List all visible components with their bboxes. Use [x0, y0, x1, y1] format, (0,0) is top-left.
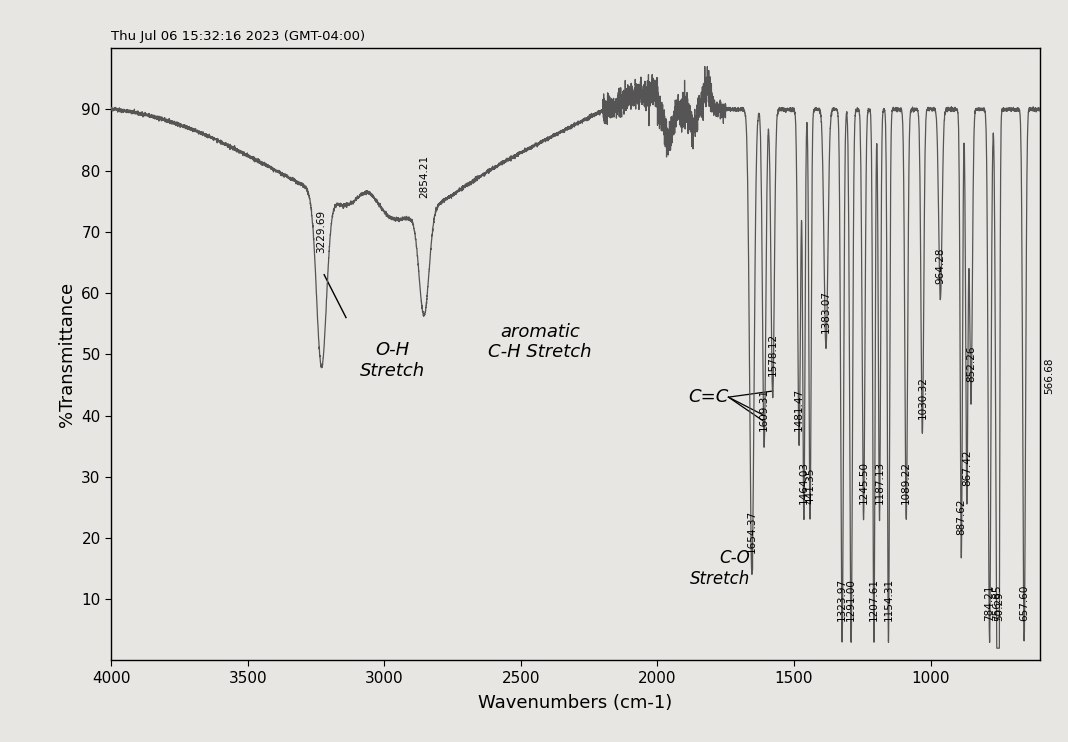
Text: 756.85: 756.85: [992, 584, 1002, 620]
Text: 657.60: 657.60: [1019, 584, 1030, 620]
Text: 784.21: 784.21: [985, 584, 994, 620]
Text: 1030.32: 1030.32: [917, 375, 927, 418]
Text: 1654.37: 1654.37: [747, 510, 757, 554]
Text: 1464.03: 1464.03: [799, 462, 808, 505]
Text: 1383.07: 1383.07: [821, 290, 831, 333]
X-axis label: Wavenumbers (cm-1): Wavenumbers (cm-1): [478, 695, 673, 712]
Text: 964.28: 964.28: [936, 247, 945, 284]
Text: 1187.13: 1187.13: [875, 462, 884, 505]
Text: 1207.61: 1207.61: [869, 577, 879, 620]
Text: aromatic
C-H Stretch: aromatic C-H Stretch: [488, 323, 592, 361]
Text: 1481.47: 1481.47: [795, 388, 804, 431]
Text: 441.35: 441.35: [805, 467, 815, 505]
Text: O-H
Stretch: O-H Stretch: [360, 341, 425, 380]
Text: 867.42: 867.42: [962, 450, 972, 486]
Text: 1323.97: 1323.97: [837, 577, 847, 620]
Text: 1154.31: 1154.31: [883, 577, 894, 620]
Text: C=C: C=C: [688, 388, 728, 406]
Text: Thu Jul 06 15:32:16 2023 (GMT-04:00): Thu Jul 06 15:32:16 2023 (GMT-04:00): [111, 30, 365, 43]
Text: 1089.22: 1089.22: [901, 462, 911, 505]
Text: 566.68: 566.68: [1045, 358, 1054, 394]
Text: 1291.00: 1291.00: [846, 578, 857, 620]
Text: 1609.31: 1609.31: [759, 388, 769, 431]
Text: 852.26: 852.26: [965, 345, 976, 382]
Y-axis label: %Transmittance: %Transmittance: [58, 282, 76, 427]
Text: 887.62: 887.62: [956, 499, 967, 535]
Text: 2854.21: 2854.21: [419, 155, 429, 198]
Text: 1578.12: 1578.12: [768, 332, 778, 375]
Text: C-O
Stretch: C-O Stretch: [690, 549, 751, 588]
Text: 3229.69: 3229.69: [316, 210, 327, 253]
Text: 50.29: 50.29: [994, 591, 1004, 620]
Text: 1245.50: 1245.50: [859, 462, 868, 505]
